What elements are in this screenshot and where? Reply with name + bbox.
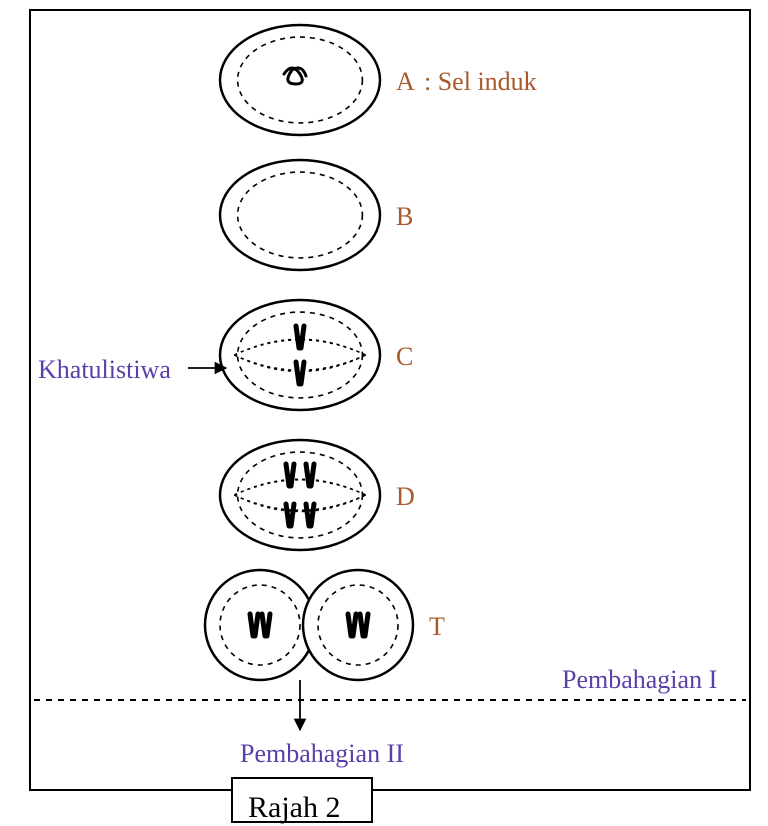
label-A: A (396, 67, 415, 97)
label-C: C (396, 342, 413, 372)
label-pembahagian-2: Pembahagian II (240, 739, 404, 769)
caption: Rajah 2 (248, 791, 340, 825)
label-pembahagian-1: Pembahagian I (562, 665, 717, 695)
label-T: T (429, 612, 445, 642)
label-A-extra: : Sel induk (424, 67, 537, 97)
label-D: D (396, 482, 415, 512)
label-B: B (396, 202, 413, 232)
label-khatulistiwa: Khatulistiwa (38, 355, 171, 385)
diagram-canvas: A : Sel induk B C D T Khatulistiwa Pemba… (0, 0, 768, 826)
